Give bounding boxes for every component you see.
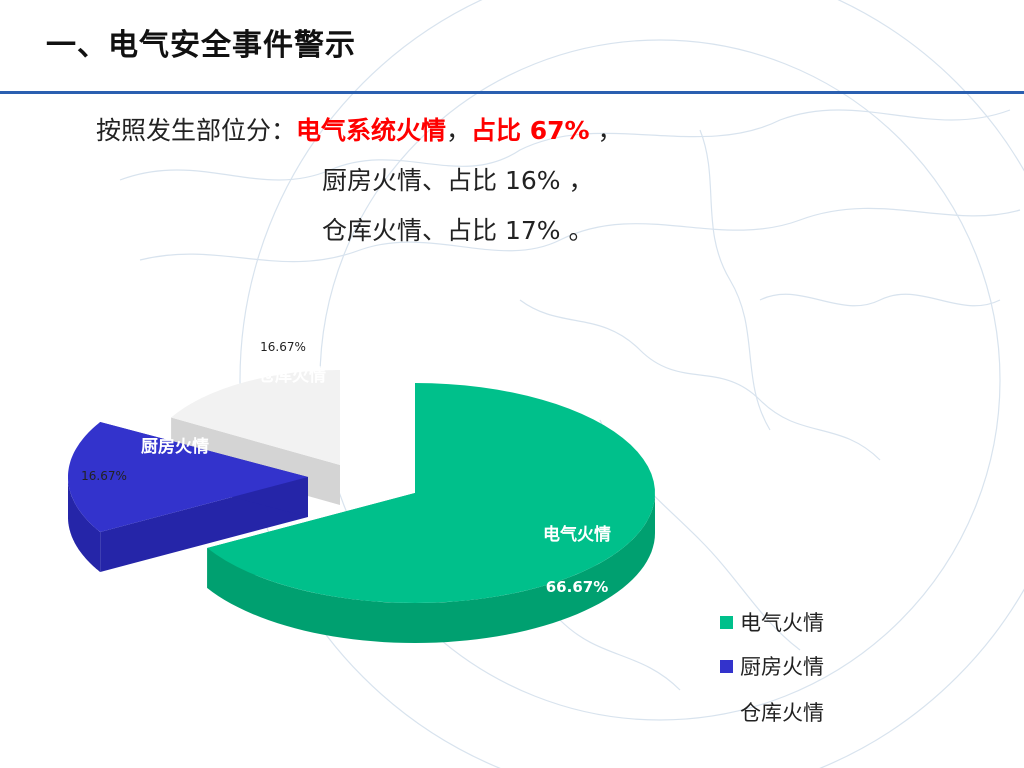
title-divider: [0, 91, 1024, 94]
pie-slice-side-kitchen: [68, 477, 101, 572]
summary-prefix: 按照发生部位分：: [96, 116, 297, 145]
pie-slice-kitchen: [68, 422, 308, 532]
slide-title: 一、电气安全事件警示: [46, 28, 356, 63]
summary-line-warehouse: 仓库火情、占比 17% 。: [322, 216, 594, 245]
legend-label-electrical: 电气火情: [740, 611, 824, 635]
summary-line-electrical: 按照发生部位分：电气系统火情，占比 67% ，: [96, 111, 623, 147]
pie-slice-group-kitchen: [68, 422, 308, 572]
legend-swatch-electrical: [720, 615, 733, 629]
pie-value-label-electrical: 66.67%: [546, 578, 608, 596]
legend-item-warehouse: 仓库火情: [720, 697, 824, 727]
pie-value-label-kitchen: 16.67%: [81, 469, 127, 483]
highlight-electrical-fire: 电气系统火情: [296, 116, 447, 145]
legend-item-electrical: 电气火情: [720, 607, 824, 637]
pie-slice-group-electrical: [207, 383, 655, 643]
pie-label-warehouse: 仓库火情: [257, 365, 326, 386]
pie-label-kitchen: 厨房火情: [141, 436, 209, 457]
legend-item-kitchen: 厨房火情: [720, 651, 824, 681]
pie-value-label-warehouse: 16.67%: [260, 340, 306, 354]
legend-label-warehouse: 仓库火情: [740, 701, 824, 725]
summary-suffix: ，: [589, 116, 623, 145]
pie-label-electrical: 电气火情: [543, 524, 611, 545]
legend-swatch-warehouse: [720, 706, 733, 719]
highlight-electrical-share: 占比 67%: [471, 116, 590, 145]
summary-line-kitchen: 厨房火情、占比 16% ，: [322, 166, 594, 195]
pie-slice-side-electrical: [207, 493, 655, 643]
summary-separator: ，: [446, 116, 472, 145]
legend-swatch-kitchen: [720, 659, 733, 673]
pie-slice-electrical: [207, 383, 655, 603]
legend-label-kitchen: 厨房火情: [740, 655, 824, 679]
pie-slice-warehouse: [171, 370, 340, 465]
